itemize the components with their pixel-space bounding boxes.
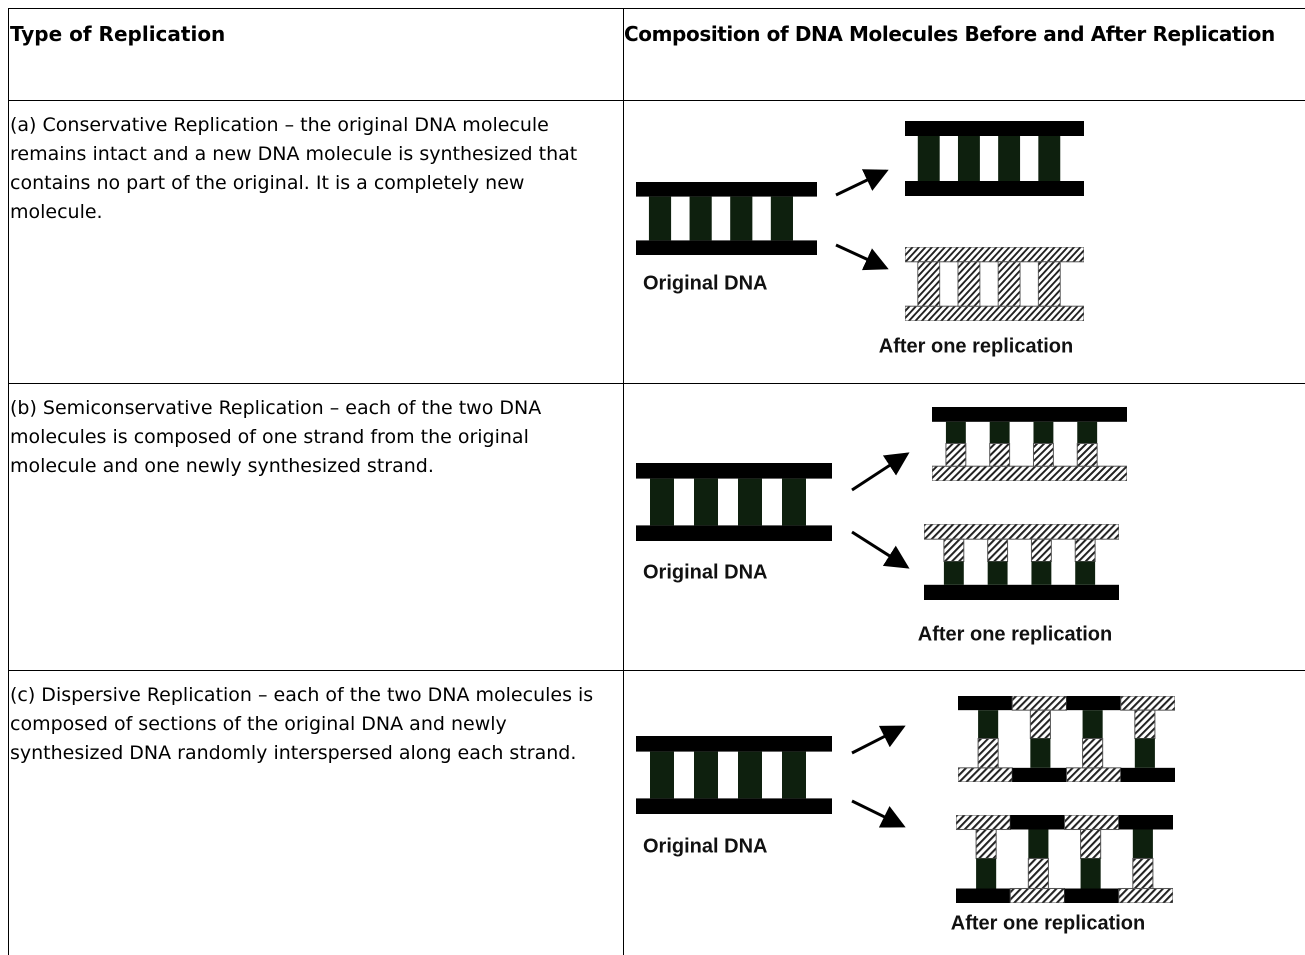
description: (b) Semiconservative Replication – each … (10, 397, 542, 477)
table-border (8, 100, 1305, 101)
arrow (851, 452, 910, 492)
diagram-label: After one replication (918, 623, 1112, 645)
dna-molecule (956, 815, 1173, 903)
dna-molecule (905, 247, 1084, 321)
dna-molecule (636, 736, 832, 814)
dna-molecule (636, 463, 832, 541)
header-cell: Composition of DNA Molecules Before and … (624, 22, 1275, 46)
description: (a) Conservative Replication – the origi… (10, 114, 578, 223)
table-border (8, 8, 9, 955)
diagram-label: After one replication (879, 335, 1073, 357)
diagram: Original DNA After one replication (636, 121, 1084, 357)
dna-molecule (636, 182, 817, 255)
diagram-label: After one replication (951, 912, 1145, 934)
diagram: Original DNA After one replication (636, 696, 1175, 934)
diagram-label: Original DNA (643, 561, 767, 583)
dna-molecule (958, 696, 1175, 782)
diagram-label: Original DNA (643, 272, 767, 294)
diagram: Original DNA After one replication (636, 407, 1127, 645)
table-border (8, 670, 1305, 671)
table-border (8, 383, 1305, 384)
dna-molecule (924, 524, 1119, 600)
arrow (851, 530, 910, 569)
arrow (835, 243, 889, 271)
description: (c) Dispersive Replication – each of the… (10, 684, 594, 764)
arrow (835, 169, 889, 197)
table-border (8, 8, 1305, 9)
dna-molecule (932, 407, 1127, 481)
diagram-label: Original DNA (643, 835, 767, 857)
header-cell: Type of Replication (10, 22, 226, 46)
arrow (851, 799, 906, 828)
dna-molecule (905, 121, 1084, 196)
arrow (851, 725, 906, 755)
table-border (623, 8, 624, 955)
